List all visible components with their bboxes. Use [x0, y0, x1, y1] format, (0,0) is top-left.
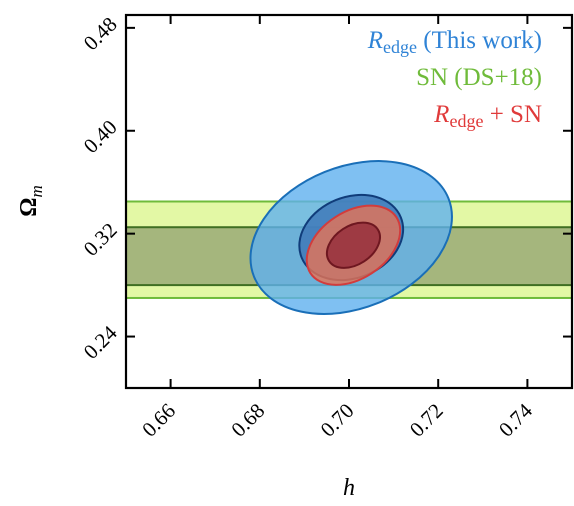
legend-entry-main: SN (DS+18)	[416, 64, 542, 91]
legend-entry-sub: edge	[383, 37, 417, 57]
y-tick-label: 0.48	[79, 12, 122, 55]
legend: Redge (This work) SN (DS+18) Redge + SN	[367, 27, 542, 131]
y-tick-label: 0.24	[79, 320, 122, 363]
plot-frame	[124, 13, 574, 390]
x-axis-label: h	[343, 475, 355, 501]
x-tick-label: 0.74	[494, 398, 537, 441]
y-axis-label-sub: m	[27, 185, 46, 197]
x-tick-label: 0.70	[316, 399, 359, 442]
legend-entry: Redge (This work)	[367, 27, 542, 57]
x-tick-label: 0.66	[137, 399, 180, 442]
legend-entry-rest: + SN	[483, 101, 542, 128]
plot-area	[126, 160, 572, 315]
x-tick-label: 0.68	[226, 399, 269, 442]
legend-entry-rest: (This work)	[417, 27, 542, 54]
y-axis-label: Ωm	[16, 185, 46, 217]
legend-entry-sub: edge	[449, 111, 483, 131]
contour-group	[126, 160, 572, 315]
svg-text:Ωm: Ωm	[16, 185, 46, 217]
combined-inner-contour	[325, 221, 381, 269]
y-axis-label-main: Ω	[16, 198, 42, 217]
x-tick-label: 0.72	[405, 399, 448, 442]
y-tick-label: 0.32	[79, 218, 122, 261]
legend-entry-main: R	[433, 101, 449, 128]
legend-entry: SN (DS+18)	[416, 64, 542, 91]
legend-entry: Redge + SN	[433, 101, 542, 131]
legend-entry-main: R	[367, 27, 383, 54]
y-tick-label: 0.40	[79, 115, 122, 158]
